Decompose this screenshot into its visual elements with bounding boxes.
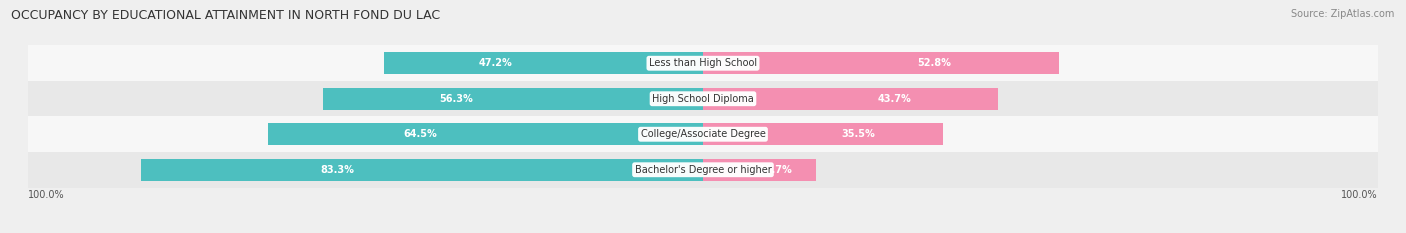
Text: 64.5%: 64.5% bbox=[404, 129, 437, 139]
Bar bbox=[141, 159, 703, 181]
Bar bbox=[703, 123, 942, 145]
Bar bbox=[28, 116, 1378, 152]
Text: College/Associate Degree: College/Associate Degree bbox=[641, 129, 765, 139]
Text: High School Diploma: High School Diploma bbox=[652, 94, 754, 104]
Text: 43.7%: 43.7% bbox=[877, 94, 911, 104]
Text: OCCUPANCY BY EDUCATIONAL ATTAINMENT IN NORTH FOND DU LAC: OCCUPANCY BY EDUCATIONAL ATTAINMENT IN N… bbox=[11, 9, 440, 22]
Text: 16.7%: 16.7% bbox=[759, 165, 793, 175]
Bar bbox=[28, 81, 1378, 116]
Text: 52.8%: 52.8% bbox=[918, 58, 952, 68]
Bar bbox=[703, 52, 1059, 74]
Text: 83.3%: 83.3% bbox=[321, 165, 354, 175]
Bar bbox=[323, 88, 703, 110]
Text: 47.2%: 47.2% bbox=[479, 58, 513, 68]
Text: Source: ZipAtlas.com: Source: ZipAtlas.com bbox=[1291, 9, 1395, 19]
Text: 35.5%: 35.5% bbox=[842, 129, 876, 139]
Text: Bachelor's Degree or higher: Bachelor's Degree or higher bbox=[634, 165, 772, 175]
Bar bbox=[267, 123, 703, 145]
Text: Less than High School: Less than High School bbox=[650, 58, 756, 68]
Bar bbox=[28, 152, 1378, 188]
Bar bbox=[703, 159, 815, 181]
Text: 100.0%: 100.0% bbox=[28, 190, 65, 200]
Text: 100.0%: 100.0% bbox=[1341, 190, 1378, 200]
Text: 56.3%: 56.3% bbox=[439, 94, 472, 104]
Bar bbox=[703, 88, 998, 110]
Bar bbox=[384, 52, 703, 74]
Bar bbox=[28, 45, 1378, 81]
